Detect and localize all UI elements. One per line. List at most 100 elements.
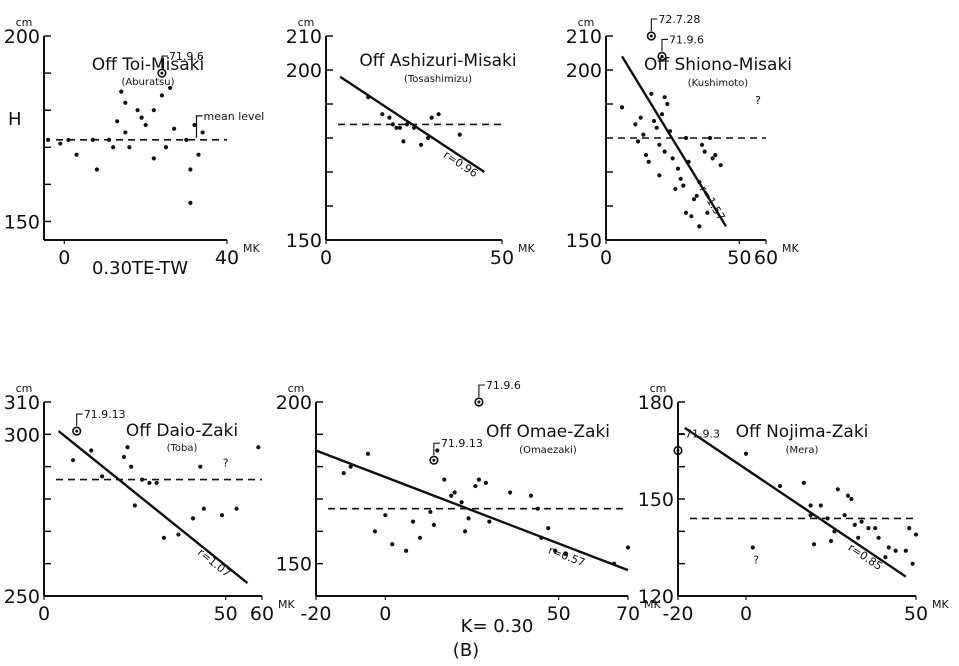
data-point bbox=[188, 200, 193, 206]
data-point bbox=[670, 156, 675, 161]
data-point bbox=[390, 542, 395, 547]
highlight-date-label: 71.9.3 bbox=[685, 428, 720, 441]
highlight-point bbox=[474, 397, 484, 407]
highlight-point bbox=[646, 31, 656, 41]
highlight-point bbox=[657, 51, 667, 62]
data-point bbox=[667, 129, 673, 134]
data-point bbox=[866, 526, 871, 531]
data-point bbox=[649, 91, 654, 96]
chart-panel-5: 200 150 cm -20 0 50 70 MK Off Omae-Zaki (Omaezaki… bbox=[276, 379, 662, 625]
data-point bbox=[691, 197, 697, 202]
data-point bbox=[662, 95, 667, 100]
data-point bbox=[431, 522, 436, 527]
data-point bbox=[487, 519, 492, 524]
y-unit-label: cm bbox=[578, 16, 595, 29]
data-point bbox=[859, 519, 864, 524]
data-point bbox=[140, 477, 145, 482]
highlight-point bbox=[429, 455, 439, 465]
x-tick-label: 50 bbox=[904, 603, 928, 625]
panel-title: Off Daio-Zaki bbox=[126, 421, 238, 441]
data-point bbox=[366, 95, 371, 100]
x-unit-label: MK bbox=[782, 242, 799, 255]
data-point bbox=[903, 548, 908, 553]
highlight-pointer bbox=[650, 18, 658, 31]
x-tick-label: 50 bbox=[547, 603, 571, 625]
data-point bbox=[508, 490, 513, 495]
y-unit-label: cm bbox=[298, 16, 315, 29]
question-mark: ? bbox=[223, 457, 229, 470]
data-point bbox=[801, 480, 806, 485]
data-point bbox=[161, 535, 166, 540]
figure-caption: (B) bbox=[453, 640, 479, 661]
data-point bbox=[89, 448, 94, 453]
y-unit-label: cm bbox=[16, 382, 33, 395]
data-point bbox=[129, 464, 134, 469]
data-point bbox=[135, 108, 140, 113]
x-tick-label: 40 bbox=[215, 247, 239, 269]
panel-title: Off Shiono-Misaki bbox=[644, 55, 792, 75]
highlight-date-label: 71.9.6 bbox=[169, 50, 204, 63]
data-point bbox=[188, 167, 193, 172]
y-unit-label: cm bbox=[16, 16, 33, 29]
y-tick-label: 150 bbox=[638, 489, 674, 511]
data-point bbox=[436, 112, 441, 117]
chart-panel-1: 200 150 cm 0 40 MK H Off Toi-Misaki (Aburatsu) me… bbox=[4, 16, 265, 269]
data-point bbox=[404, 122, 410, 127]
r-value-label: r=1.57 bbox=[697, 183, 728, 222]
y-tick-label: 150 bbox=[4, 211, 40, 233]
data-point bbox=[256, 445, 261, 450]
data-point bbox=[176, 532, 181, 537]
data-point bbox=[818, 503, 823, 508]
y-tick-label: 150 bbox=[276, 554, 312, 576]
data-point bbox=[200, 130, 205, 135]
data-point bbox=[893, 548, 898, 553]
data-point bbox=[143, 122, 148, 128]
data-point bbox=[473, 483, 478, 489]
highlight-point-core bbox=[477, 400, 481, 404]
data-point bbox=[462, 529, 468, 534]
x-unit-label: MK bbox=[518, 242, 535, 255]
data-point bbox=[707, 135, 713, 141]
x-tick-label: 60 bbox=[250, 603, 274, 625]
data-point bbox=[121, 454, 127, 460]
data-point bbox=[641, 132, 646, 137]
data-point bbox=[811, 542, 817, 547]
x-unit-label: MK bbox=[278, 598, 295, 611]
data-point bbox=[876, 535, 881, 540]
highlight-date-label: 71.9.13 bbox=[441, 437, 483, 450]
highlight-date-label: 71.9.6 bbox=[669, 33, 704, 46]
y-tick-label: 200 bbox=[276, 392, 312, 414]
regression-line bbox=[339, 75, 486, 174]
data-point bbox=[883, 555, 888, 560]
question-mark: ? bbox=[753, 554, 759, 567]
data-point bbox=[651, 118, 657, 124]
data-point bbox=[535, 506, 540, 511]
highlight-point-core bbox=[160, 71, 164, 75]
data-point bbox=[125, 445, 130, 450]
y-tick-label: 250 bbox=[4, 586, 40, 608]
highlight-pointer bbox=[478, 384, 485, 397]
data-point bbox=[418, 142, 424, 147]
regression-line bbox=[684, 426, 907, 578]
data-point bbox=[365, 451, 371, 456]
data-point bbox=[856, 535, 861, 540]
data-point bbox=[196, 152, 201, 157]
data-point bbox=[192, 122, 197, 128]
data-point bbox=[673, 186, 678, 192]
regression-line bbox=[57, 430, 249, 585]
y-tick-label: 210 bbox=[286, 26, 322, 48]
highlight-point bbox=[673, 445, 683, 456]
mean-level-label: mean level bbox=[204, 110, 265, 123]
data-point bbox=[45, 137, 51, 142]
data-point bbox=[686, 159, 691, 164]
y-tick-label: 310 bbox=[4, 392, 40, 414]
highlight-point-core bbox=[649, 34, 653, 38]
chart-panel-4: 310 300 250 cm 0 50 60 MK Off Daio-Zaki (Toba) r=1… bbox=[4, 382, 296, 625]
data-point bbox=[449, 493, 454, 498]
chart-panel-3: 210 200 150 cm 0 50 60 MK Off Shiono-Misaki (Kush… bbox=[566, 13, 800, 269]
data-point bbox=[127, 145, 132, 150]
y-tick-label: 150 bbox=[566, 230, 602, 252]
x-unit-label: MK bbox=[243, 242, 260, 255]
x-tick-label: 60 bbox=[754, 247, 778, 269]
y-tick-label: 200 bbox=[566, 60, 602, 82]
